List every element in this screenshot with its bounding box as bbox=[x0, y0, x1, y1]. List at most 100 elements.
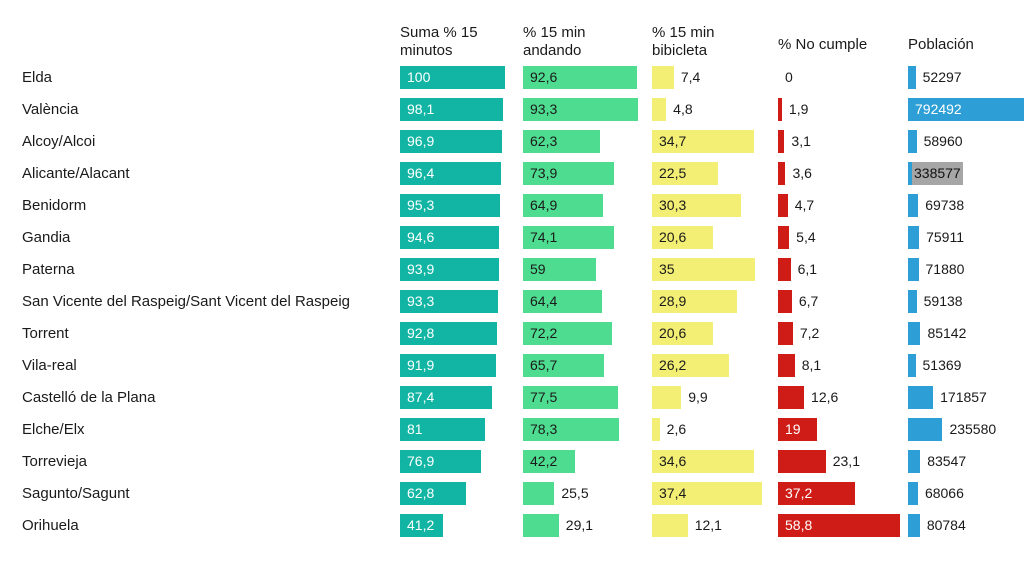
bar-cell-bici: 2,6 bbox=[652, 414, 778, 446]
bici-value-label: 34,6 bbox=[659, 453, 687, 469]
nocumple-bar bbox=[778, 130, 785, 153]
poblacion-bar bbox=[908, 386, 934, 409]
bici-bar bbox=[652, 482, 763, 505]
chart-row: San Vicente del Raspeig/Sant Vicent del … bbox=[22, 286, 1027, 318]
chart-row: Vila-real 91,9 65,7 26,2 8,1 51369 bbox=[22, 350, 1027, 382]
bar-cell-poblacion: 171857 bbox=[908, 382, 1027, 414]
bar-cell-nocumple: 6,1 bbox=[778, 254, 908, 286]
nocumple-bar bbox=[778, 290, 792, 313]
chart-row: Castelló de la Plana 87,4 77,5 9,9 12,6 17185… bbox=[22, 382, 1027, 414]
andando-bar bbox=[523, 194, 603, 217]
row-label-city: Torrevieja bbox=[22, 453, 88, 470]
poblacion-bar bbox=[908, 514, 920, 537]
row-label-city: Benidorm bbox=[22, 197, 87, 214]
nocumple-bar bbox=[778, 418, 818, 441]
poblacion-value-label: 68066 bbox=[924, 485, 964, 501]
bici-bar bbox=[652, 418, 660, 441]
bar-cell-poblacion: 75911 bbox=[908, 222, 1027, 254]
suma-bar bbox=[400, 418, 486, 441]
nocumple-value-label: 19 bbox=[785, 421, 801, 437]
nocumple-bar bbox=[778, 194, 788, 217]
nocumple-bar bbox=[778, 98, 782, 121]
andando-bar bbox=[523, 66, 637, 89]
bar-cell-poblacion: 68066 bbox=[908, 478, 1027, 510]
suma-value-label: 93,9 bbox=[407, 261, 435, 277]
poblacion-bar bbox=[908, 226, 920, 249]
suma-value-label: 96,4 bbox=[407, 165, 435, 181]
bici-value-label: 34,7 bbox=[659, 133, 687, 149]
row-label-city: València bbox=[22, 101, 79, 118]
bar-cell-poblacion: 69738 bbox=[908, 190, 1027, 222]
chart-row: Gandia 94,6 74,1 20,6 5,4 75911 bbox=[22, 222, 1027, 254]
andando-bar bbox=[523, 258, 596, 281]
row-label-city: Paterna bbox=[22, 261, 75, 278]
bar-cell-poblacion: 51369 bbox=[908, 350, 1027, 382]
nocumple-bar bbox=[778, 322, 793, 345]
poblacion-bar bbox=[908, 418, 943, 441]
nocumple-value-label: 8,1 bbox=[801, 357, 822, 373]
poblacion-bar bbox=[908, 130, 917, 153]
bici-value-label: 28,9 bbox=[659, 293, 687, 309]
bici-bar bbox=[652, 162, 719, 185]
bar-cell-nocumple: 37,2 bbox=[778, 478, 908, 510]
chart-row: Paterna 93,9 59 35 6,1 71880 bbox=[22, 254, 1027, 286]
andando-value-label: 64,9 bbox=[530, 197, 558, 213]
andando-value-label: 92,6 bbox=[530, 69, 558, 85]
suma-bar bbox=[400, 354, 497, 377]
column-header-15-min-andando: % 15 min andando bbox=[523, 24, 586, 59]
suma-bar bbox=[400, 162, 502, 185]
poblacion-bar bbox=[908, 354, 916, 377]
andando-value-label: 73,9 bbox=[530, 165, 558, 181]
bar-cell-suma: 100 bbox=[400, 62, 523, 94]
andando-value-label: 29,1 bbox=[565, 517, 594, 533]
andando-value-label: 65,7 bbox=[530, 357, 558, 373]
column-header-15-min-bicicleta: % 15 min bibicleta bbox=[652, 24, 715, 59]
bar-cell-bici: 4,8 bbox=[652, 94, 778, 126]
nocumple-bar bbox=[778, 482, 855, 505]
bar-cell-bici: 34,6 bbox=[652, 446, 778, 478]
suma-bar bbox=[400, 514, 444, 537]
nocumple-value-label: 3,6 bbox=[792, 165, 812, 181]
poblacion-value-label: 792492 bbox=[915, 101, 962, 117]
poblacion-bar bbox=[908, 98, 1024, 121]
bar-cell-poblacion: 792492 bbox=[908, 94, 1027, 126]
bar-cell-nocumple: 5,4 bbox=[778, 222, 908, 254]
suma-bar bbox=[400, 322, 498, 345]
bar-cell-andando: 74,1 bbox=[523, 222, 652, 254]
bici-value-label: 30,3 bbox=[659, 197, 687, 213]
andando-value-label: 25,5 bbox=[561, 485, 589, 501]
bar-cell-andando: 25,5 bbox=[523, 478, 652, 510]
poblacion-bar bbox=[908, 66, 916, 89]
nocumple-bar bbox=[778, 386, 805, 409]
bar-cell-bici: 20,6 bbox=[652, 318, 778, 350]
bici-value-label: 37,4 bbox=[659, 485, 687, 501]
andando-bar bbox=[523, 514, 559, 537]
row-label-city: Torrent bbox=[22, 325, 69, 342]
bar-cell-nocumple: 7,2 bbox=[778, 318, 908, 350]
andando-bar bbox=[523, 98, 638, 121]
poblacion-bar bbox=[908, 482, 918, 505]
bici-bar bbox=[652, 290, 738, 313]
bar-cell-bici: 28,9 bbox=[652, 286, 778, 318]
poblacion-value-label: 80784 bbox=[926, 517, 966, 533]
poblacion-value-label: 235580 bbox=[949, 421, 997, 437]
nocumple-value-label: 12,6 bbox=[811, 389, 839, 405]
column-header-poblacion: Población bbox=[908, 36, 974, 53]
suma-bar bbox=[400, 226, 500, 249]
nocumple-bar bbox=[778, 354, 795, 377]
bar-cell-nocumple: 3,6 bbox=[778, 158, 908, 190]
bar-cell-suma: 41,2 bbox=[400, 510, 523, 542]
row-label-city: Sagunto/Sagunt bbox=[22, 485, 130, 502]
row-label-city: Orihuela bbox=[22, 517, 79, 534]
bar-cell-suma: 76,9 bbox=[400, 446, 523, 478]
bar-cell-andando: 72,2 bbox=[523, 318, 652, 350]
bar-cell-andando: 73,9 bbox=[523, 158, 652, 190]
row-label-city: San Vicente del Raspeig/Sant Vicent del … bbox=[22, 293, 351, 310]
suma-value-label: 76,9 bbox=[407, 453, 435, 469]
bar-cell-bici: 35 bbox=[652, 254, 778, 286]
suma-bar bbox=[400, 258, 499, 281]
bici-value-label: 12,1 bbox=[694, 517, 722, 533]
nocumple-value-label: 6,7 bbox=[798, 293, 819, 309]
suma-value-label: 92,8 bbox=[407, 325, 435, 341]
bar-cell-poblacion: 83547 bbox=[908, 446, 1027, 478]
